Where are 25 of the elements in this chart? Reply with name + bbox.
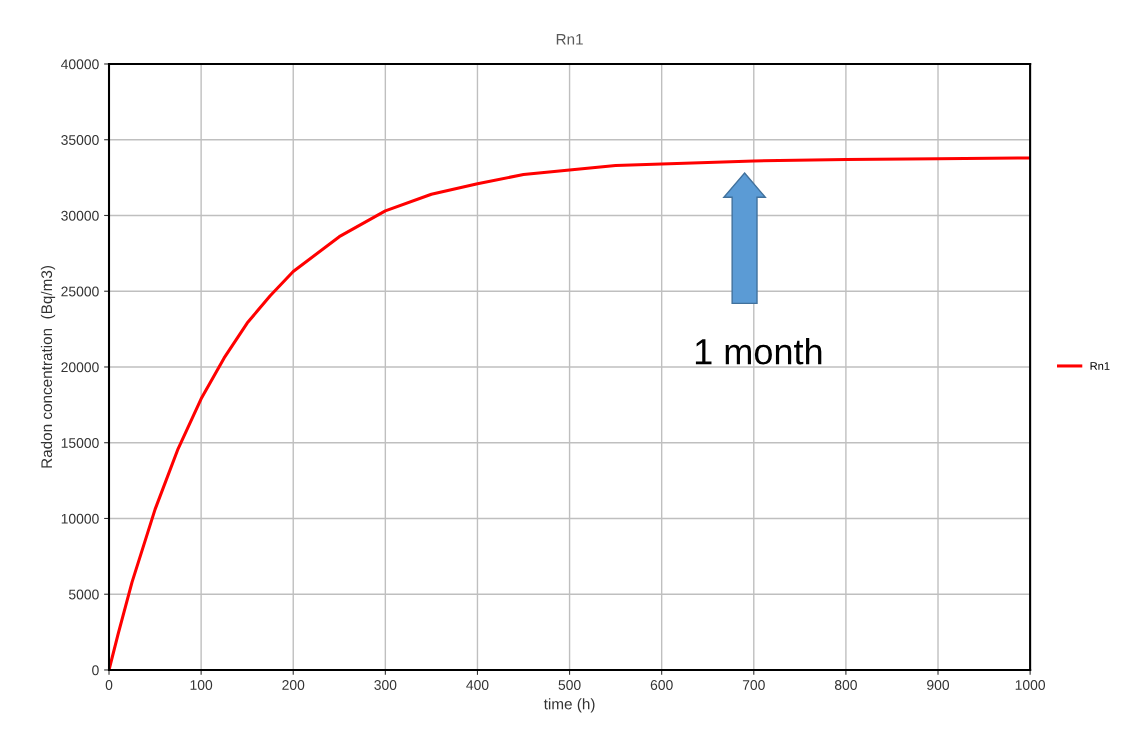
x-tick-label: 900 [927,680,950,690]
y-tick-label: 15000 [61,438,99,448]
chart-title: Rn1 [556,34,583,45]
legend-label: Rn1 [1090,362,1110,370]
x-tick-label: 300 [374,680,397,690]
x-tick-label: 800 [834,680,857,690]
x-tick-label: 1000 [1015,680,1046,690]
x-tick-label: 200 [282,680,305,690]
y-tick-label: 10000 [61,513,99,524]
x-tick-label: 400 [466,680,489,690]
y-tick-label: 5000 [68,589,99,600]
annotation: 1 month [695,338,822,365]
y-tick-label: 0 [92,665,99,676]
x-tick-label: 600 [650,680,673,690]
x-tick-label: 500 [558,680,581,690]
y-tick-label: 30000 [61,210,99,221]
y-tick-label: 25000 [61,286,99,297]
y-tick-label: 20000 [61,362,99,373]
x-axis-title: time (h) [543,698,595,713]
x-tick-label: 700 [742,680,765,690]
y-axis-title: Radon concentration (Bq/m3) [40,266,56,468]
x-tick-label: 100 [190,680,213,690]
x-tick-label: 0 [105,680,113,690]
y-tick-label: 40000 [60,59,99,70]
y-tick-label: 35000 [61,135,99,145]
